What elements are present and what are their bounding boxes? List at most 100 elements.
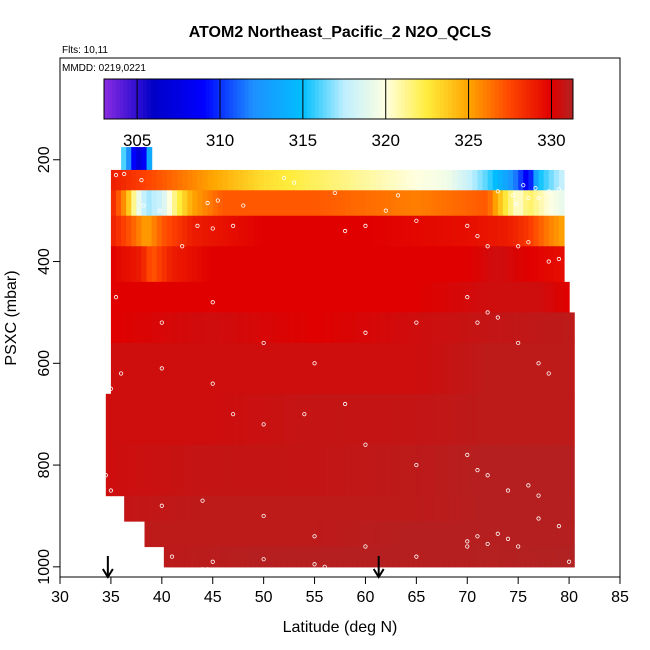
heatmap-cell [258,393,265,446]
heatmap-cell [268,312,275,344]
heatmap-cell [212,312,219,344]
heatmap-cell [228,246,234,283]
heatmap-cell [253,169,260,191]
heatmap-cell [268,169,275,191]
heatmap-cell [182,246,188,283]
heatmap-cell [278,342,285,395]
heatmap-cell [502,190,509,217]
colorbar-segment [506,79,511,119]
heatmap-cell [525,546,531,568]
heatmap-cell [334,312,341,344]
heatmap-cell [340,312,346,344]
heatmap-cell [533,281,540,314]
heatmap-cell [404,495,410,522]
heatmap-cell [243,169,249,191]
heatmap-cell [513,215,519,247]
heatmap-cell [558,215,565,247]
heatmap-cell [258,215,265,247]
heatmap-cell [345,281,351,314]
heatmap-cell [569,393,575,446]
colorbar-segment [494,79,500,119]
heatmap-cell [477,190,484,217]
heatmap-cell [289,281,295,314]
heatmap-cell [370,246,377,283]
heatmap-cell [411,215,417,247]
colorbar-segment [342,79,347,119]
heatmap-cell [217,312,224,344]
heatmap-cell [273,393,280,446]
heatmap-cell [192,444,199,497]
heatmap-cell [403,546,409,568]
heatmap-cell [380,444,387,497]
heatmap-cell [126,444,132,497]
sample-point [495,531,500,536]
heatmap-cell [396,281,402,314]
heatmap-cell [161,215,168,247]
heatmap-cell [164,521,171,548]
colorbar-segment [565,79,570,119]
heatmap-cell [348,521,354,548]
heatmap-cell [528,281,535,314]
sample-point [200,567,205,572]
heatmap-cell [228,190,234,217]
heatmap-cell [151,169,158,191]
heatmap-cell [187,190,193,217]
heatmap-cell [294,312,300,344]
heatmap-cell [324,169,331,191]
heatmap-cell [287,495,293,522]
heatmap-layers [105,147,575,568]
heatmap-cell [340,190,346,217]
y-tick-label: 800 [36,452,53,479]
heatmap-cell [292,521,298,548]
heatmap-cell [487,246,494,283]
sample-point [159,503,164,508]
heatmap-cell [350,190,356,217]
heatmap-cell [284,246,290,283]
heatmap-cell [136,342,143,395]
heatmap-cell [347,546,353,568]
heatmap-cell [202,169,209,191]
heatmap-cell [219,546,226,568]
heatmap-cell [558,444,565,497]
heatmap-cell [222,393,229,446]
heatmap-cell [421,312,428,344]
heatmap-cell [494,546,501,568]
heatmap-cell [179,546,185,568]
heatmap-cell [421,281,428,314]
heatmap-cell [263,169,270,191]
heatmap-cell [533,342,540,395]
heatmap-cell [124,495,130,522]
heatmap-cell [393,521,400,548]
heatmap-cell [382,546,389,568]
heatmap-cell [523,169,529,191]
heatmap-cell [317,495,324,522]
heatmap-cell [251,495,258,522]
heatmap-cell [217,190,224,217]
heatmap-cell [477,246,484,283]
heatmap-cell [362,546,369,568]
heatmap-cell [204,546,211,568]
heatmap-cell [399,521,405,548]
heatmap-cell [411,312,417,344]
heatmap-cell [446,190,453,217]
colorbar-segment [436,79,441,119]
heatmap-cell [222,169,229,191]
heatmap-cell [572,495,575,522]
colorbar-segment [459,79,465,119]
sample-point [546,259,551,264]
colorbar-segment [291,79,297,119]
heatmap-cell [533,393,540,446]
heatmap-cell [520,546,526,568]
sample-point [205,567,210,572]
heatmap-cell [357,546,363,568]
heatmap-cell [151,190,158,217]
heatmap-cell [475,495,482,522]
colorbar-segment [107,79,113,119]
heatmap-cell [180,495,186,522]
heatmap-cell [243,393,249,446]
heatmap-cell [248,215,255,247]
heatmap-cell [266,521,273,548]
heatmap-cell [457,281,463,314]
heatmap-cell [350,246,356,283]
heatmap-cell [121,393,127,446]
